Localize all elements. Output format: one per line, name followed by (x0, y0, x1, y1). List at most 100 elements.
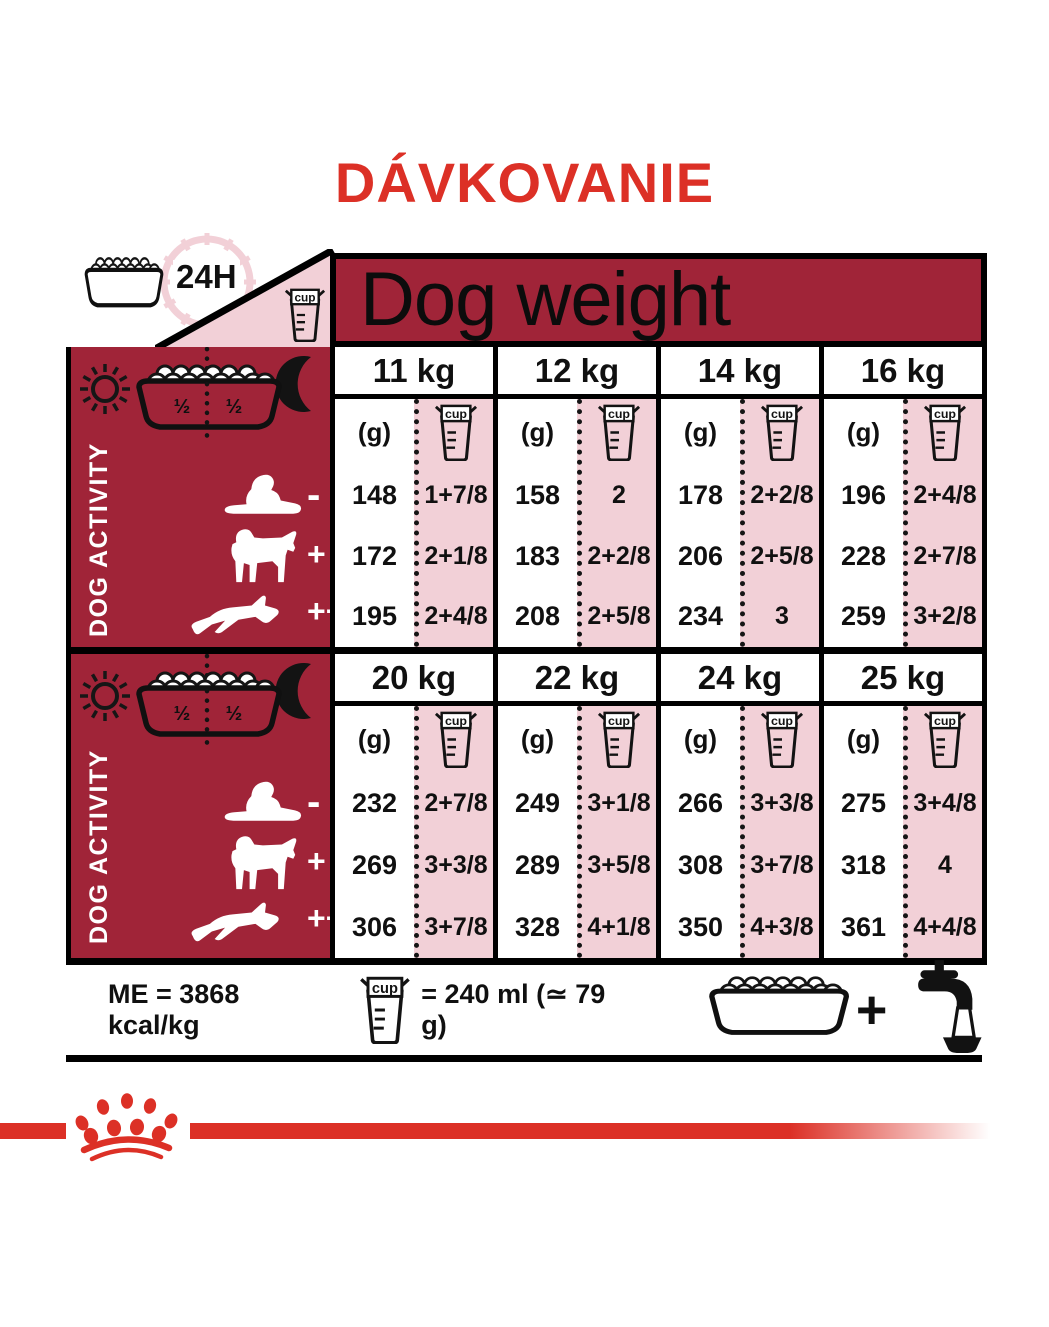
cups-value: 2+1/8 (424, 541, 488, 570)
moon-icon (275, 356, 311, 412)
cup-label: cup (372, 981, 398, 997)
cup-icon: cup (745, 399, 819, 465)
grams-value: 206 (677, 540, 724, 571)
grams-column-header: (g) (357, 416, 392, 447)
cups-value: 3+4/8 (913, 788, 977, 817)
grams-value: 195 (351, 601, 398, 632)
dog-weight-label: Dog weight (360, 257, 731, 342)
weight-header: 16 kg (824, 347, 982, 399)
half-portion-label: ½ (226, 396, 243, 418)
weight-header: 25 kg (824, 654, 982, 706)
lying-dog-icon (224, 781, 302, 821)
cups-value: 3+7/8 (424, 912, 488, 941)
running-dog-icon (191, 902, 279, 942)
plus-sign: + (855, 980, 888, 1040)
cups-value: 1+7/8 (424, 480, 488, 509)
dog-activity-label: DOG ACTIVITY (85, 749, 113, 944)
cups-value: 3+1/8 (587, 788, 651, 817)
cups-value: 2+2/8 (750, 480, 814, 509)
weight-header: 24 kg (661, 654, 819, 706)
grams-value: 183 (514, 540, 561, 571)
grams-column-header: (g) (846, 723, 881, 754)
grams-value: 361 (840, 911, 887, 942)
lying-dog-icon (224, 474, 302, 514)
grams-value: 289 (514, 849, 561, 880)
cups-value: 4+3/8 (750, 912, 814, 941)
cups-value: 3+3/8 (750, 788, 814, 817)
cups-value: 3 (775, 602, 789, 631)
grams-column-header: (g) (846, 416, 881, 447)
grams-value: 269 (351, 849, 398, 880)
weight-header: 22 kg (498, 654, 656, 706)
footer-rule-left (0, 1123, 66, 1139)
grams-column-header: (g) (520, 723, 555, 754)
cups-value: 4 (938, 850, 952, 879)
running-dog-icon (191, 595, 279, 635)
moon-icon (275, 663, 311, 719)
grams-value: 306 (351, 911, 398, 942)
half-portion-label: ½ (174, 703, 191, 725)
cups-value: 4+1/8 (587, 912, 651, 941)
cups-value: 2+4/8 (424, 602, 488, 631)
cup-icon: cup (745, 706, 819, 772)
grams-value: 208 (514, 601, 561, 632)
grams-value: 308 (677, 849, 724, 880)
weight-header: 20 kg (335, 654, 493, 706)
weight-column-group: 24 kg (g) 266 308 350 cup 3+3/8 3+7/8 4+3/8 (656, 654, 819, 958)
legend-row: ME = 3868 kcal/kg cup = 240 ml (≃ 79 g) … (66, 960, 982, 1062)
standing-dog-icon (231, 529, 297, 583)
activity-panel-graphics: ½ ½ (80, 654, 311, 942)
grams-column-header: (g) (683, 416, 718, 447)
dog-activity-panel: ½ ½ DOG ACTIVITY - + ++ (66, 654, 344, 965)
cups-value: 2+7/8 (424, 788, 488, 817)
sun-icon (80, 364, 130, 414)
grams-value: 266 (677, 787, 724, 818)
activity-level-marker: + (307, 536, 326, 572)
grams-value: 249 (514, 787, 561, 818)
cup-label: cup (294, 292, 315, 305)
cup-label: cup (934, 407, 957, 421)
grams-column-header: (g) (683, 723, 718, 754)
grams-value: 232 (351, 787, 398, 818)
weight-header: 14 kg (661, 347, 819, 399)
grams-value: 234 (677, 601, 724, 632)
cup-equivalence-label: = 240 ml (≃ 79 g) (421, 979, 606, 1040)
grams-value: 259 (840, 601, 887, 632)
cup-label: cup (608, 714, 631, 728)
grams-column-header: (g) (357, 723, 392, 754)
header-triangle (155, 249, 335, 349)
half-half-bowl-icon: ½ ½ (136, 671, 282, 737)
weight-column-group: 11 kg (g) 148 172 195 cup 1+7/8 2+1/8 2+4/8 (330, 347, 493, 647)
grams-value: 328 (514, 911, 561, 942)
24h-label: 24H (173, 260, 240, 293)
grams-value: 228 (840, 540, 887, 571)
cup-icon: cup (908, 399, 982, 465)
cup-icon: cup (419, 399, 493, 465)
dog-weight-header: Dog weight (330, 253, 987, 347)
weight-header: 11 kg (335, 347, 493, 399)
dog-activity-label: DOG ACTIVITY (85, 442, 113, 637)
food-bowl-icon (708, 975, 850, 1045)
cups-value: 2+4/8 (913, 480, 977, 509)
weight-column-group: 20 kg (g) 232 269 306 cup 2+7/8 3+3/8 3+7/8 (330, 654, 493, 958)
grams-value: 275 (840, 787, 887, 818)
cup-label: cup (445, 714, 468, 728)
weight-column-group: 16 kg (g) 196 228 259 cup 2+4/8 2+7/8 3+2/8 (819, 347, 982, 647)
grams-value: 178 (677, 479, 724, 510)
cup-label: cup (445, 407, 468, 421)
cups-value: 2+5/8 (750, 541, 814, 570)
cup-icon: cup (419, 706, 493, 772)
half-portion-label: ½ (226, 703, 243, 725)
activity-level-marker: - (307, 780, 321, 824)
sun-icon (80, 671, 130, 721)
grams-value: 196 (840, 479, 887, 510)
cup-icon: cup (284, 288, 326, 342)
half-half-bowl-icon: ½ ½ (136, 364, 282, 430)
grams-column-header: (g) (520, 416, 555, 447)
cup-icon: cup (582, 706, 656, 772)
cup-icon: cup (582, 399, 656, 465)
page-title: DÁVKOVANIE (334, 151, 715, 214)
cups-value: 2+2/8 (587, 541, 651, 570)
cups-value: 4+4/8 (913, 912, 977, 941)
